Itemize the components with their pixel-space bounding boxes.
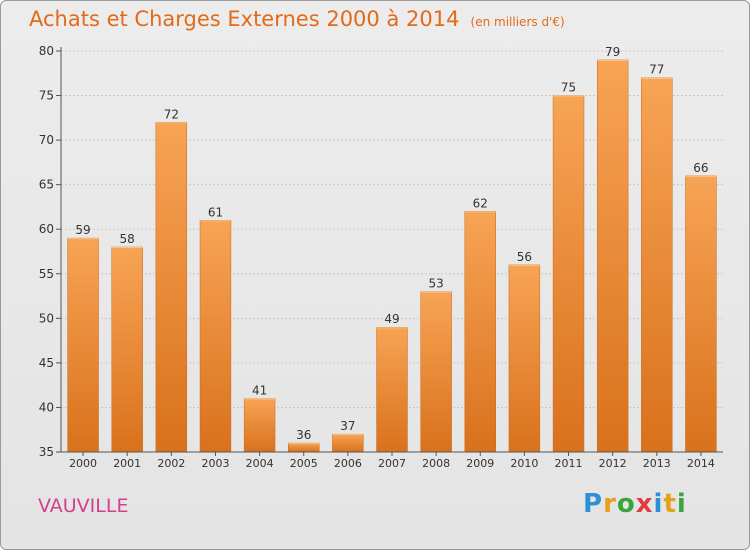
title-row: Achats et Charges Externes 2000 à 2014 (… (29, 7, 565, 31)
x-tick-label: 2005 (290, 457, 318, 470)
x-tick-label: 2001 (113, 457, 141, 470)
axes: 35 40 45 50 55 60 65 70 75 80 2000 2001 2002 2003 2004… (39, 44, 723, 470)
brand-letter: r (603, 489, 617, 519)
x-tick-label: 2007 (378, 457, 406, 470)
bar-2007 (376, 326, 408, 453)
x-tick-label: 2010 (510, 457, 538, 470)
brand-letter: x (635, 489, 654, 519)
x-tick-label: 2002 (157, 457, 185, 470)
bars (67, 59, 717, 453)
data-label: 49 (384, 312, 399, 326)
bar-2005 (288, 442, 320, 453)
bar-2009 (464, 211, 496, 453)
bar-2001 (111, 246, 143, 453)
bar-2012 (596, 59, 629, 453)
y-tick-label: 70 (39, 133, 54, 147)
bar-2002 (155, 122, 188, 453)
data-label: 56 (517, 250, 532, 264)
data-label: 79 (605, 45, 620, 59)
bar-2003 (199, 220, 232, 453)
data-label: 62 (473, 196, 488, 210)
x-tick-label: 2013 (643, 457, 671, 470)
brand-letter: t (663, 489, 677, 519)
y-tick-label: 80 (39, 44, 54, 58)
brand-logo: Proxiti (583, 489, 687, 519)
bar-2006 (332, 433, 364, 453)
bar-2008 (420, 291, 452, 453)
data-label: 77 (649, 63, 664, 77)
place-name: VAUVILLE (38, 495, 129, 517)
data-label: 58 (120, 232, 135, 246)
x-tick-label: 2014 (687, 457, 715, 470)
x-tick-label: 2008 (422, 457, 450, 470)
data-label: 37 (340, 419, 355, 433)
data-label: 72 (164, 107, 179, 121)
chart-title: Achats et Charges Externes 2000 à 2014 (29, 7, 460, 31)
x-tick-label: 2003 (201, 457, 229, 470)
x-tick-label: 2011 (555, 457, 583, 470)
bar-2011 (552, 95, 585, 453)
y-tick-label: 50 (39, 311, 54, 325)
bar-2004 (243, 398, 276, 453)
bar-2014 (685, 175, 717, 453)
brand-letter: P (583, 489, 604, 519)
x-tick-label: 2009 (466, 457, 494, 470)
y-tick-label: 65 (39, 178, 54, 192)
data-label: 59 (75, 223, 90, 237)
x-tick-label: 2012 (599, 457, 627, 470)
bar-2010 (508, 264, 541, 453)
brand-letter: i (676, 489, 687, 519)
brand-letter: o (616, 489, 636, 519)
y-tick-label: 75 (39, 89, 54, 103)
bar-2013 (641, 77, 673, 453)
y-tick-label: 40 (39, 400, 54, 414)
data-label: 75 (561, 81, 576, 95)
data-label: 41 (252, 384, 267, 398)
data-label: 66 (693, 161, 708, 175)
y-tick-label: 60 (39, 222, 54, 236)
data-labels: 59 58 72 61 41 36 37 49 53 62 56 75 79 77 66 (75, 45, 708, 442)
data-label: 61 (208, 205, 223, 219)
brand-letter: i (653, 489, 664, 519)
data-label: 53 (428, 277, 443, 291)
chart-subtitle: (en milliers d'€) (470, 15, 565, 29)
y-tick-label: 35 (39, 445, 54, 459)
y-tick-label: 55 (39, 267, 54, 281)
x-tick-label: 2000 (69, 457, 97, 470)
bar-2000 (67, 237, 99, 453)
y-tick-label: 45 (39, 356, 54, 370)
x-tick-label: 2006 (334, 457, 362, 470)
x-tick-label: 2004 (246, 457, 274, 470)
data-label: 36 (296, 428, 311, 442)
